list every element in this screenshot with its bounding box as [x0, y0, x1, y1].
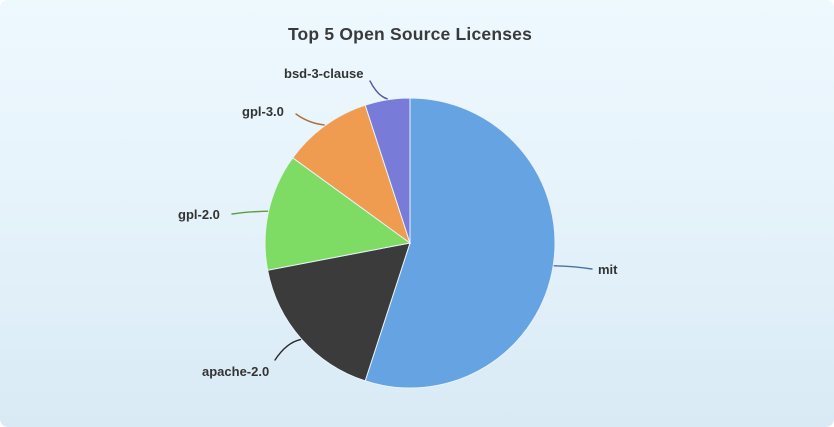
leader-line-gpl-3.0 [295, 113, 325, 126]
slice-label-gpl-2-0: gpl-2.0 [178, 207, 220, 222]
leader-line-apache-2.0 [274, 338, 302, 361]
slice-label-bsd-3-clause: bsd-3-clause [284, 66, 364, 81]
pie-slice-gpl-3.0 [292, 104, 411, 245]
pie-slice-bsd-3-clause [364, 97, 411, 244]
pie-slice-mit [364, 97, 556, 389]
chart-title: Top 5 Open Source Licenses [287, 24, 533, 44]
slice-label-apache-2-0: apache-2.0 [202, 364, 270, 379]
leader-line-gpl-2.0 [231, 210, 269, 215]
slice-label-mit: mit [598, 262, 618, 277]
slice-label-gpl-3-0: gpl-3.0 [242, 104, 284, 119]
leader-line-mit [553, 265, 593, 270]
pie-slice-apache-2.0 [267, 242, 411, 382]
leader-line-bsd-3-clause [369, 80, 388, 100]
pie-slice-gpl-2.0 [264, 157, 412, 271]
